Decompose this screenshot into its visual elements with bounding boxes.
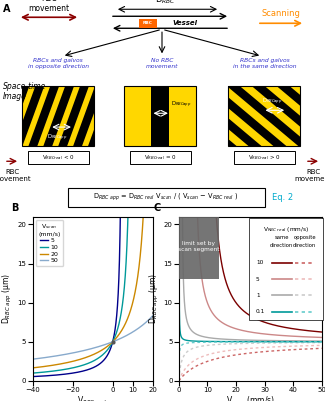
- Text: 0.1: 0.1: [256, 310, 265, 314]
- Text: opposite: opposite: [293, 235, 316, 240]
- FancyBboxPatch shape: [233, 151, 294, 164]
- Text: direction: direction: [270, 243, 293, 248]
- X-axis label: V$_{scan}$ (mm/s): V$_{scan}$ (mm/s): [226, 395, 275, 401]
- Text: RBC: RBC: [143, 21, 153, 25]
- X-axis label: V$_{RBC\ real}$
(mm/s): V$_{RBC\ real}$ (mm/s): [77, 395, 108, 401]
- FancyBboxPatch shape: [68, 188, 265, 207]
- Text: RBCs and galvos
in the same direction: RBCs and galvos in the same direction: [233, 58, 297, 69]
- Text: RBC
movement: RBC movement: [294, 169, 325, 182]
- Bar: [228, 86, 300, 146]
- Bar: [139, 19, 157, 28]
- Text: C: C: [153, 203, 160, 213]
- Y-axis label: D$_{RBC\ app}$ (μm): D$_{RBC\ app}$ (μm): [1, 273, 15, 324]
- Text: D$_{RBC app}$: D$_{RBC app}$: [262, 97, 282, 107]
- Text: D$_{RBC\ app}$ = D$_{RBC\ real}$ V$_{scan}$ / ( V$_{scan}$ $-$ V$_{RBC\ real}$ ): D$_{RBC\ app}$ = D$_{RBC\ real}$ V$_{sca…: [93, 192, 239, 203]
- FancyBboxPatch shape: [249, 218, 323, 320]
- Text: V$_{RBC\ real}$ (mm/s): V$_{RBC\ real}$ (mm/s): [263, 225, 309, 234]
- Text: V$_{RBC real}$ < 0: V$_{RBC real}$ < 0: [42, 153, 74, 162]
- Text: RBC
movement: RBC movement: [0, 169, 31, 182]
- FancyBboxPatch shape: [28, 151, 88, 164]
- Text: D$_{RBC app}$: D$_{RBC app}$: [47, 133, 68, 143]
- Y-axis label: D$_{RBC\ app}$ (μm): D$_{RBC\ app}$ (μm): [148, 273, 161, 324]
- Text: 10: 10: [256, 260, 263, 265]
- Text: D$_{RBC}$: D$_{RBC}$: [155, 0, 176, 6]
- Text: RBCs and galvos
in opposite direction: RBCs and galvos in opposite direction: [28, 58, 88, 69]
- Text: direction: direction: [293, 243, 316, 248]
- Text: Space-time
Image: Space-time Image: [3, 81, 46, 101]
- Bar: [124, 86, 196, 146]
- Text: RBC
movement: RBC movement: [29, 0, 70, 13]
- Bar: [151, 86, 169, 146]
- Text: same: same: [274, 235, 289, 240]
- Text: V$_{RBC real}$ = 0: V$_{RBC real}$ = 0: [144, 153, 176, 162]
- Text: A: A: [3, 4, 10, 14]
- Text: Eq. 2: Eq. 2: [272, 193, 293, 202]
- FancyBboxPatch shape: [129, 151, 190, 164]
- Text: B: B: [11, 203, 18, 213]
- Text: V$_{RBC real}$ > 0: V$_{RBC real}$ > 0: [248, 153, 280, 162]
- Text: No RBC
movement: No RBC movement: [146, 58, 178, 69]
- Text: limit set by
scan segment: limit set by scan segment: [178, 241, 219, 252]
- Text: D$_{RBC app}$: D$_{RBC app}$: [171, 100, 191, 110]
- Text: Scanning: Scanning: [262, 9, 300, 18]
- Text: 1: 1: [256, 293, 260, 298]
- Bar: [22, 86, 94, 146]
- Text: 5: 5: [256, 277, 260, 282]
- Bar: [179, 217, 219, 279]
- Legend: 5, 10, 20, 50: 5, 10, 20, 50: [36, 220, 63, 266]
- Text: Vessel: Vessel: [172, 20, 197, 26]
